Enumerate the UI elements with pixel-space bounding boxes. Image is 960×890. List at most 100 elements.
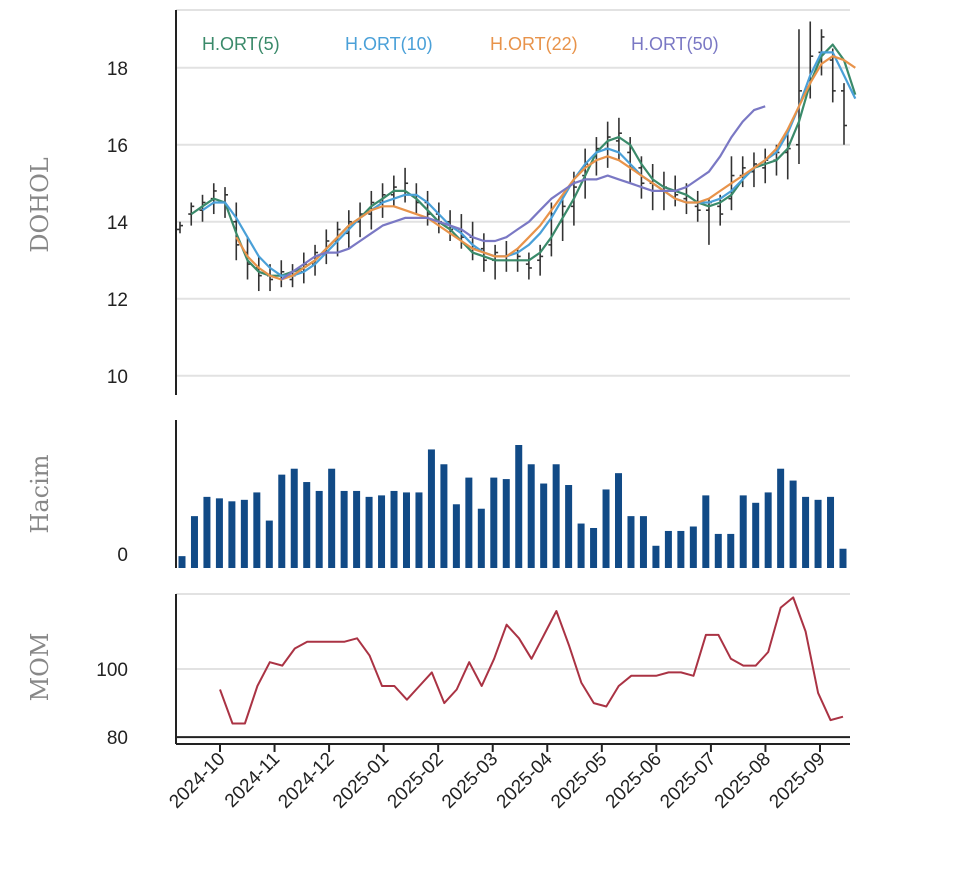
chart-text: 10 12 14 16 18 DOHOL H.ORT(5) H.ORT(10) H.ORT(22… [26, 34, 830, 813]
ohlc-bar [649, 164, 656, 211]
mom-y-axis-label: MOM [26, 633, 54, 702]
price-y-tick: 18 [107, 59, 128, 80]
volume-bar [402, 492, 410, 568]
x-tick-label: 2024-12 [274, 749, 338, 813]
price-marks [177, 21, 847, 292]
x-tick-label: 2024-10 [165, 749, 229, 813]
x-tick-label: 2025-05 [547, 749, 611, 813]
x-tick-label: 2025-03 [438, 749, 502, 813]
ohlc-bar [784, 133, 791, 180]
x-tick-label: 2025-02 [384, 749, 448, 813]
legend-entry: H.ORT(10) [345, 34, 433, 54]
volume-bar [664, 530, 672, 568]
volume-bar [602, 489, 610, 568]
volume-bar [639, 516, 647, 568]
ohlc-bar [537, 244, 544, 276]
volume-bar [652, 545, 660, 568]
mom-y-tick: 80 [107, 728, 128, 749]
volume-bar [552, 464, 560, 568]
ohlc-bar [177, 221, 183, 234]
ohlc-bar [525, 252, 532, 280]
volume-bar [328, 468, 336, 568]
volume-bar [228, 501, 236, 568]
ohlc-bar [402, 167, 409, 203]
volume-bar [689, 526, 697, 568]
volume-bar [714, 533, 722, 568]
volume-bar [527, 464, 535, 568]
volume-bar [490, 477, 498, 568]
volume-bar [627, 516, 635, 568]
volume-bar [615, 473, 623, 568]
x-tick-label: 2025-01 [329, 749, 393, 813]
ma-line-4 [280, 105, 766, 281]
volume-bar [477, 508, 485, 568]
price-y-tick: 16 [107, 136, 128, 157]
volume-bar [240, 499, 248, 568]
volume-bar [378, 495, 386, 568]
volume-bar [839, 548, 847, 568]
price-y-axis-label: DOHOL [26, 157, 54, 253]
volume-bar [315, 490, 323, 568]
volume-bar [278, 474, 286, 568]
mom-y-tick: 100 [96, 660, 128, 681]
volume-bar [814, 499, 822, 568]
ma-line-2 [201, 51, 857, 277]
ma-lines [190, 43, 857, 281]
volume-bar [789, 480, 797, 568]
x-tick-label: 2024-11 [221, 749, 284, 812]
ohlc-bar [435, 202, 442, 234]
price-y-tick: 12 [107, 290, 128, 311]
ohlc-bar [469, 221, 476, 261]
volume-bar [777, 468, 785, 568]
ohlc-bar [762, 148, 769, 184]
volume-bar [290, 468, 298, 568]
volume-bar [203, 496, 211, 568]
volume-bar [415, 492, 423, 568]
x-tick-label: 2025-09 [765, 749, 829, 813]
volume-bar [465, 477, 473, 568]
volume-bar [303, 482, 311, 568]
volume-bar [802, 496, 810, 568]
volume-y-tick: 0 [117, 545, 128, 566]
ohlc-bar [694, 190, 701, 222]
grid-lines [176, 9, 850, 670]
volume-bar [452, 504, 460, 568]
ohlc-bar [841, 83, 847, 145]
ma-line-1 [190, 43, 857, 277]
volume-bar [565, 485, 573, 568]
ohlc-bar [199, 194, 206, 222]
volume-bar [727, 533, 735, 568]
volume-bar [190, 516, 198, 568]
price-y-tick: 14 [107, 213, 129, 234]
legend-entry: H.ORT(50) [631, 34, 719, 54]
volume-bar [502, 479, 510, 568]
volume-bar [390, 490, 398, 568]
volume-bar [752, 502, 760, 568]
legend-entry: H.ORT(5) [202, 34, 280, 54]
price-y-tick: 10 [107, 367, 128, 388]
ohlc-bar [492, 244, 499, 280]
momentum-line [219, 596, 844, 725]
ohlc-bar [255, 256, 262, 292]
volume-bars [178, 445, 847, 568]
volume-bar [215, 498, 223, 568]
volume-bar [739, 495, 747, 568]
volume-bar [427, 449, 435, 568]
volume-bar [764, 492, 772, 568]
volume-bar [590, 527, 598, 568]
x-tick-label: 2025-08 [711, 749, 775, 813]
volume-bar [577, 523, 585, 568]
volume-bar [365, 496, 373, 568]
volume-bar [178, 556, 186, 568]
volume-bar [440, 464, 448, 568]
ma-line-3 [235, 55, 856, 281]
volume-bar [702, 495, 710, 568]
x-tick-label: 2025-06 [602, 749, 666, 813]
mom-line [219, 596, 844, 725]
x-tick-label: 2025-07 [656, 749, 720, 813]
volume-bar [677, 530, 685, 568]
volume-bar [340, 490, 348, 568]
ohlc-bar [717, 194, 724, 226]
